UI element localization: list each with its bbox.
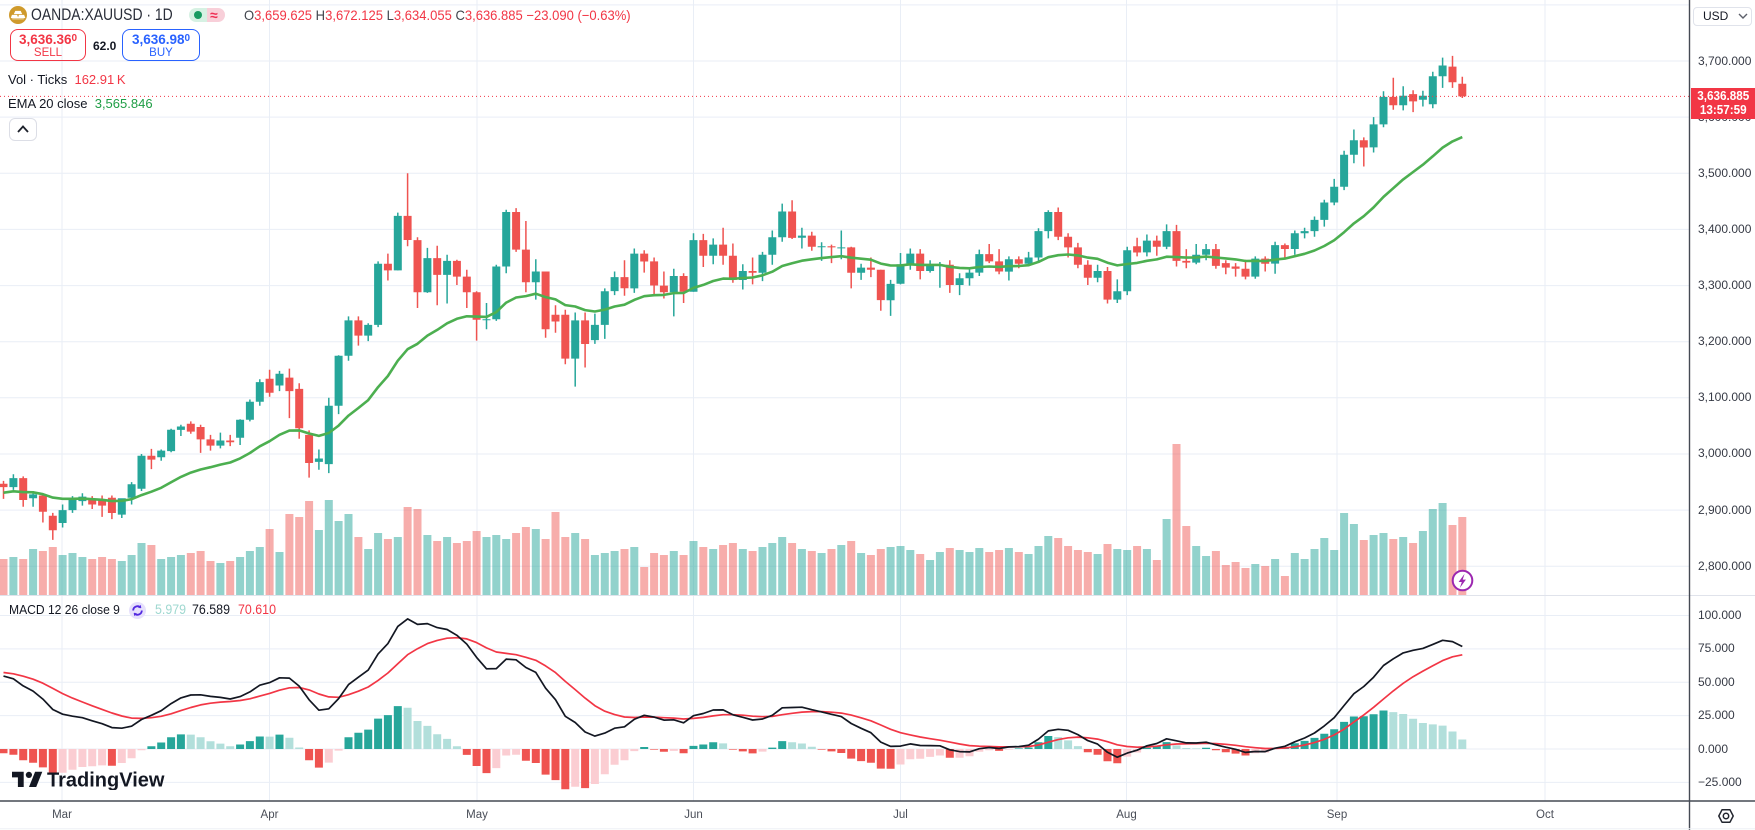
svg-text:TradingView: TradingView [47, 771, 165, 790]
